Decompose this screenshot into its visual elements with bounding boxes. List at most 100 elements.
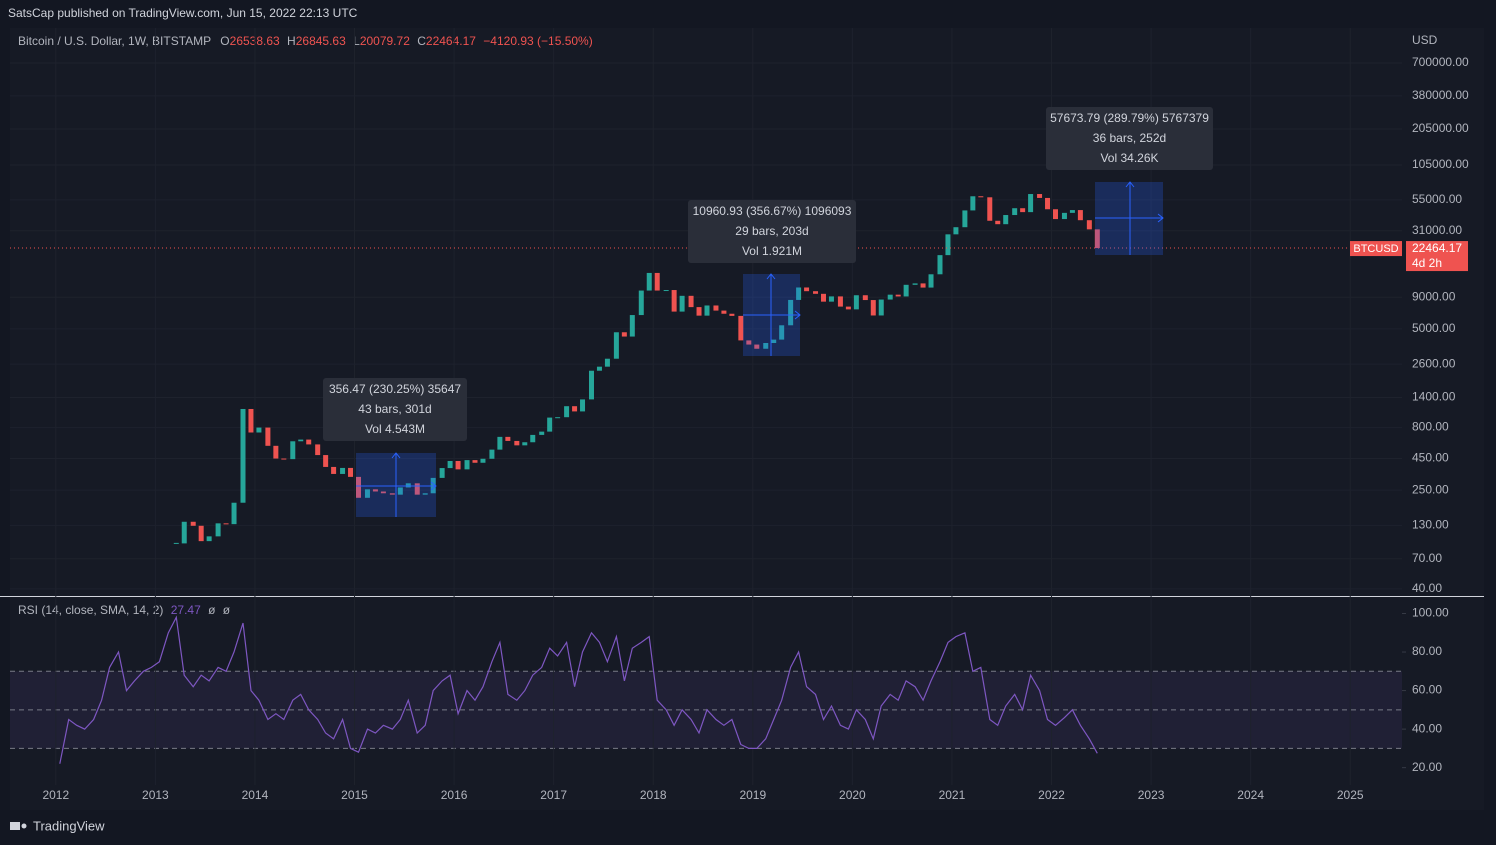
candle: [439, 468, 445, 478]
candle: [397, 487, 403, 495]
candle: [738, 315, 744, 341]
candle: [878, 299, 884, 316]
candle: [497, 436, 503, 450]
close-value: 22464.17: [426, 34, 476, 48]
candle: [729, 313, 735, 316]
measure-label: 29 bars, 203d: [735, 224, 808, 238]
candle: [604, 358, 610, 367]
rsi-label: RSI (14, close, SMA, 14, 2): [18, 603, 163, 617]
candle: [340, 467, 346, 474]
candle: [447, 460, 453, 469]
candle: [248, 408, 254, 433]
candle: [696, 307, 702, 316]
candle: [688, 295, 694, 308]
candle: [813, 291, 819, 294]
measure-label: Vol 1.921M: [742, 244, 802, 258]
x-tick-label: 2020: [839, 788, 866, 802]
price-tag: 22464.17: [1412, 241, 1462, 255]
candle: [621, 332, 627, 337]
candle: [721, 310, 727, 314]
candle: [970, 196, 976, 211]
candle: [355, 476, 361, 498]
logo-mark: [21, 823, 27, 829]
measure-tool: 57673.79 (289.79%) 5767379 36 bars, 252d V…: [1046, 107, 1213, 255]
low-value: 20079.72: [360, 34, 410, 48]
candle: [505, 436, 511, 441]
candle: [1012, 208, 1018, 216]
y-tick-label: 130.00: [1412, 518, 1449, 532]
x-tick-label: 2022: [1038, 788, 1065, 802]
candle: [256, 427, 262, 433]
candle: [414, 483, 420, 495]
candle: [206, 536, 212, 542]
candle: [223, 523, 229, 525]
x-tick-label: 2012: [42, 788, 69, 802]
candle: [522, 442, 528, 446]
candle: [862, 295, 868, 301]
measure-label: 43 bars, 301d: [358, 402, 431, 416]
countdown: 4d 2h: [1412, 256, 1442, 270]
measure-tool: 356.47 (230.25%) 35647 43 bars, 301d Vol 4…: [323, 378, 467, 517]
x-tick-label: 2019: [739, 788, 766, 802]
candle: [1086, 220, 1092, 230]
candle: [215, 523, 221, 537]
change-value: −4120.93 (−15.50%): [483, 34, 592, 48]
candle: [853, 295, 859, 310]
y-tick-label: 380000.00: [1412, 88, 1469, 102]
logo: TradingView: [10, 818, 105, 833]
candle: [323, 455, 329, 467]
candle: [771, 339, 777, 343]
candle: [1069, 210, 1075, 213]
close-label: C: [417, 34, 426, 48]
arrow-head: [391, 452, 401, 459]
candle: [380, 491, 386, 494]
candle: [1045, 197, 1051, 210]
y-tick-label: 2600.00: [1412, 356, 1456, 370]
arrow-head: [794, 310, 801, 320]
arrow-head: [1157, 213, 1164, 223]
candle: [547, 417, 553, 432]
candle: [231, 502, 237, 525]
y-tick-label: 9000.00: [1412, 289, 1456, 303]
candle: [364, 489, 370, 498]
high-value: 26845.63: [296, 34, 346, 48]
x-tick-label: 2013: [142, 788, 169, 802]
candle: [937, 255, 943, 275]
candle: [828, 296, 834, 302]
candle: [1037, 194, 1043, 198]
x-tick-label: 2025: [1337, 788, 1364, 802]
candle: [945, 234, 951, 256]
measure-label-bg: [688, 200, 856, 263]
candle: [588, 370, 594, 400]
candle: [281, 458, 287, 460]
measure-label: 57673.79 (289.79%) 5767379: [1050, 111, 1209, 125]
candle: [298, 439, 304, 442]
y-tick-label: 1400.00: [1412, 390, 1456, 404]
symbol-title: Bitcoin / U.S. Dollar, 1W, BITSTAMP: [18, 34, 211, 48]
candle: [198, 525, 204, 542]
candle: [480, 458, 486, 463]
y-tick-label: 40.00: [1412, 721, 1442, 735]
candle: [1094, 229, 1100, 249]
candle: [1052, 209, 1058, 220]
candle: [348, 467, 354, 477]
measure-label: Vol 4.543M: [365, 422, 425, 436]
price-tag-bg: [1406, 241, 1468, 272]
candle: [646, 272, 652, 291]
candle: [679, 295, 685, 312]
measure-label-bg: [323, 378, 467, 441]
y-tick-label: 5000.00: [1412, 321, 1456, 335]
y-tick-label: 80.00: [1412, 644, 1442, 658]
candle: [1003, 215, 1009, 225]
chart-area: [10, 28, 1484, 810]
y-tick-label: 55000.00: [1412, 192, 1462, 206]
candle: [746, 340, 752, 345]
candle: [1061, 212, 1067, 220]
x-tick-label: 2021: [939, 788, 966, 802]
y-tick-label: 100.00: [1412, 606, 1449, 620]
candle: [796, 287, 802, 300]
measure-label: 36 bars, 252d: [1093, 131, 1166, 145]
candle: [978, 196, 984, 198]
y-tick-label: 700000.00: [1412, 55, 1469, 69]
